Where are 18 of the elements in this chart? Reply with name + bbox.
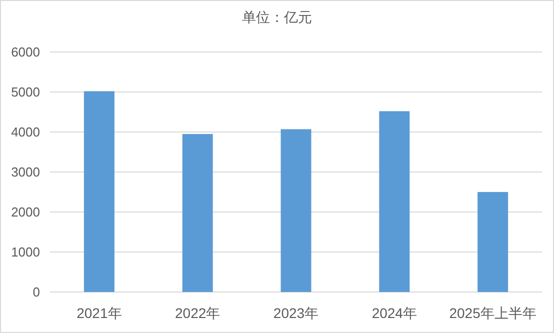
bar: [84, 91, 114, 292]
y-tick-label: 4000: [11, 124, 40, 140]
y-tick-label: 3000: [11, 164, 40, 180]
bar: [280, 129, 312, 292]
bar: [182, 134, 213, 292]
x-tick-label: 2021年: [76, 305, 122, 321]
chart-title: 单位：亿元: [242, 9, 312, 25]
bar: [379, 111, 410, 292]
y-tick-label: 0: [32, 284, 40, 300]
x-tick-label: 2025年上半年: [449, 305, 536, 321]
y-tick-label: 6000: [11, 44, 40, 60]
x-tick-label: 2022年: [175, 305, 220, 321]
x-tick-label: 2024年: [372, 305, 417, 321]
y-tick-label: 5000: [11, 84, 40, 100]
y-tick-label: 1000: [11, 244, 40, 260]
bar: [478, 192, 508, 292]
x-tick-label: 2023年: [273, 305, 319, 321]
y-tick-label: 2000: [11, 204, 40, 220]
